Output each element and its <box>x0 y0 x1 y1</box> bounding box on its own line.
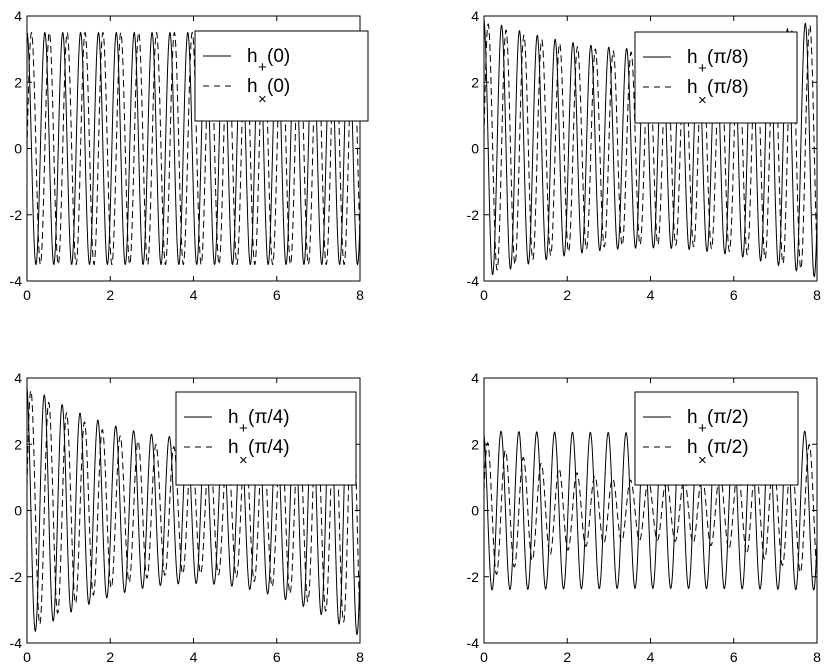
legend-label-subscript: + <box>239 420 248 437</box>
legend-label-main: h <box>228 407 239 428</box>
plot-curves <box>27 31 360 266</box>
y-tick-label: 0 <box>14 141 22 157</box>
legend-label-argument: (π/2) <box>707 407 749 428</box>
x-tick-label: 0 <box>23 649 31 665</box>
y-tick-label: 2 <box>471 436 479 452</box>
legend-label-main: h <box>247 46 258 67</box>
series-h-cross-line <box>484 441 817 575</box>
x-tick-label: 2 <box>106 649 114 665</box>
x-tick-label: 2 <box>106 287 114 303</box>
series-h-cross-line <box>27 31 360 266</box>
legend-box <box>194 30 369 122</box>
legend-label-main: h <box>247 76 258 97</box>
x-tick-label: 2 <box>563 649 571 665</box>
legend: h+(π/4)h×(π/4) <box>175 391 357 486</box>
x-tick-label: 4 <box>647 649 655 665</box>
legend-label-main: h <box>687 407 698 428</box>
y-tick-label: -2 <box>467 569 480 585</box>
x-tick-label: 0 <box>23 287 31 303</box>
plot-curves <box>484 430 817 591</box>
y-tick-label: 0 <box>14 503 22 519</box>
legend-label-main: h <box>687 437 698 458</box>
y-tick-label: 2 <box>471 74 479 90</box>
legend-label-subscript: × <box>698 452 707 469</box>
legend: h+(π/8)h×(π/8) <box>634 31 798 124</box>
y-tick-label: -4 <box>10 635 23 651</box>
legend-label-main: h <box>687 47 698 68</box>
legend-label-subscript: + <box>698 60 707 77</box>
legend-label-subscript: × <box>239 452 248 469</box>
y-tick-label: 0 <box>471 503 479 519</box>
legend-label-subscript: × <box>258 91 267 108</box>
plot-curves <box>484 19 817 278</box>
y-tick-label: -2 <box>467 207 480 223</box>
x-tick-label: 8 <box>813 649 821 665</box>
x-tick-label: 8 <box>813 287 821 303</box>
x-tick-label: 6 <box>273 649 281 665</box>
legend-label-argument: (0) <box>267 46 290 67</box>
x-tick-label: 4 <box>190 649 198 665</box>
x-tick-label: 0 <box>480 287 488 303</box>
legend-label-subscript: × <box>698 92 707 109</box>
y-tick-label: 2 <box>14 74 22 90</box>
y-tick-label: -4 <box>467 273 480 289</box>
legend-box <box>175 391 357 486</box>
x-tick-label: 6 <box>730 649 738 665</box>
legend-box <box>634 391 799 486</box>
y-tick-label: -4 <box>10 273 23 289</box>
legend-box <box>634 31 798 124</box>
x-tick-label: 4 <box>190 287 198 303</box>
y-tick-label: -4 <box>467 635 480 651</box>
x-tick-label: 8 <box>356 287 364 303</box>
y-tick-label: 0 <box>471 141 479 157</box>
x-tick-label: 2 <box>563 287 571 303</box>
x-tick-label: 6 <box>730 287 738 303</box>
legend: h+(π/2)h×(π/2) <box>634 391 799 486</box>
y-tick-label: 4 <box>471 370 479 386</box>
series-h-plus-line <box>484 430 817 591</box>
x-tick-label: 4 <box>647 287 655 303</box>
legend-label-subscript: + <box>258 59 267 76</box>
y-tick-label: 4 <box>14 8 22 24</box>
y-tick-label: 2 <box>14 436 22 452</box>
y-tick-label: -2 <box>10 569 23 585</box>
legend: h+(0)h×(0) <box>194 30 369 122</box>
series-h-cross-line <box>484 23 817 271</box>
legend-label-argument: (0) <box>267 76 290 97</box>
y-tick-label: 4 <box>471 8 479 24</box>
y-tick-label: -2 <box>10 207 23 223</box>
series-h-plus-line <box>27 31 360 266</box>
legend-label-main: h <box>228 437 239 458</box>
y-tick-label: 4 <box>14 370 22 386</box>
legend-label-argument: (π/8) <box>707 77 749 98</box>
legend-label-subscript: + <box>698 420 707 437</box>
x-tick-label: 0 <box>480 649 488 665</box>
legend-label-argument: (π/8) <box>707 47 749 68</box>
legend-label-argument: (π/4) <box>248 407 290 428</box>
legend-label-main: h <box>687 77 698 98</box>
x-tick-label: 6 <box>273 287 281 303</box>
legend-label-argument: (π/2) <box>707 437 749 458</box>
x-tick-label: 8 <box>356 649 364 665</box>
legend-label-argument: (π/4) <box>248 437 290 458</box>
